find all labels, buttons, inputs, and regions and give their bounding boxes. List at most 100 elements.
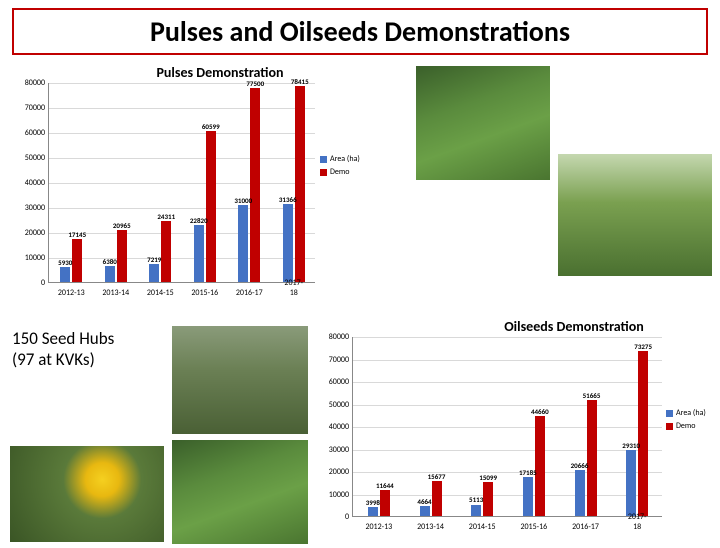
legend-item-demo: Demo bbox=[666, 421, 706, 431]
oilseeds-plot-area: 0100002000030000400005000060000700008000… bbox=[352, 337, 662, 517]
bar-area bbox=[420, 506, 430, 516]
bar-demo bbox=[161, 221, 171, 282]
y-tick-label: 60000 bbox=[315, 377, 349, 387]
x-tick-label: 2015-16 bbox=[520, 522, 547, 532]
oilseeds-chart-body: 0100002000030000400005000060000700008000… bbox=[314, 337, 662, 537]
x-tick-label: 2017-18 bbox=[625, 512, 650, 532]
bar-value-label: 17185 bbox=[519, 468, 537, 477]
y-tick-label: 80000 bbox=[11, 78, 45, 88]
x-tick-label: 2014-15 bbox=[469, 522, 496, 532]
seed-hubs-line2: (97 at KVKs) bbox=[12, 349, 114, 370]
bar-area bbox=[238, 205, 248, 283]
bar-demo bbox=[295, 86, 305, 282]
x-tick-label: 2016-17 bbox=[236, 288, 263, 298]
y-tick-label: 80000 bbox=[315, 332, 349, 342]
legend-item-demo: Demo bbox=[320, 167, 360, 177]
bar-value-label: 31366 bbox=[279, 195, 297, 204]
y-tick-label: 40000 bbox=[315, 422, 349, 432]
bar-demo bbox=[117, 230, 127, 282]
x-tick-label: 2013-14 bbox=[417, 522, 444, 532]
y-tick-label: 30000 bbox=[11, 203, 45, 213]
pulses-plot-area: 0100002000030000400005000060000700008000… bbox=[48, 83, 315, 283]
bar-value-label: 60599 bbox=[202, 122, 220, 131]
y-tick-label: 50000 bbox=[11, 153, 45, 163]
bar-area bbox=[194, 225, 204, 282]
bar-value-label: 15099 bbox=[479, 473, 497, 482]
pulses-chart: Pulses Demonstration 0100002000030000400… bbox=[10, 64, 370, 303]
y-tick-label: 30000 bbox=[315, 445, 349, 455]
bar-value-label: 15677 bbox=[428, 472, 446, 481]
x-tick-label: 2016-17 bbox=[572, 522, 599, 532]
bar-value-label: 77500 bbox=[246, 79, 264, 88]
bar-demo bbox=[587, 400, 597, 516]
x-tick-label: 2012-13 bbox=[58, 288, 85, 298]
photo-2 bbox=[558, 154, 712, 276]
seed-hubs-line1: 150 Seed Hubs bbox=[12, 328, 114, 349]
x-tick-label: 2012-13 bbox=[365, 522, 392, 532]
bar-demo bbox=[638, 351, 648, 516]
bar-value-label: 3998 bbox=[366, 498, 380, 507]
oilseeds-chart-title: Oilseeds Demonstration bbox=[434, 318, 714, 335]
bar-demo bbox=[72, 239, 82, 282]
bar-demo bbox=[380, 490, 390, 516]
bar-area bbox=[368, 507, 378, 516]
bar-value-label: 11644 bbox=[376, 481, 394, 490]
legend-label-demo: Demo bbox=[676, 421, 696, 431]
bar-value-label: 24311 bbox=[157, 212, 175, 221]
bar-value-label: 6380 bbox=[103, 257, 117, 266]
bar-area bbox=[523, 477, 533, 516]
bar-value-label: 5113 bbox=[469, 495, 483, 504]
slide-root: Pulses and Oilseeds Demonstrations Pulse… bbox=[0, 8, 720, 548]
page-title: Pulses and Oilseeds Demonstrations bbox=[22, 14, 698, 49]
bar-demo bbox=[250, 88, 260, 282]
photo-4 bbox=[172, 440, 308, 544]
seed-hubs-text: 150 Seed Hubs (97 at KVKs) bbox=[12, 328, 114, 371]
legend-label-area: Area (ha) bbox=[676, 408, 706, 418]
y-tick-label: 10000 bbox=[11, 253, 45, 263]
legend-item-area: Area (ha) bbox=[320, 154, 360, 164]
bar-value-label: 31000 bbox=[234, 196, 252, 205]
bar-value-label: 20965 bbox=[113, 221, 131, 230]
bar-value-label: 7219 bbox=[147, 255, 161, 264]
pulses-chart-body: 0100002000030000400005000060000700008000… bbox=[10, 83, 315, 303]
bar-demo bbox=[432, 481, 442, 516]
y-tick-label: 20000 bbox=[11, 228, 45, 238]
bar-value-label: 4664 bbox=[417, 497, 431, 506]
x-tick-label: 2017-18 bbox=[283, 278, 304, 298]
bar-demo bbox=[483, 482, 493, 516]
bar-value-label: 51665 bbox=[583, 391, 601, 400]
bar-value-label: 20666 bbox=[571, 461, 589, 470]
y-tick-label: 10000 bbox=[315, 490, 349, 500]
y-tick-label: 0 bbox=[315, 512, 349, 522]
legend-swatch-area bbox=[666, 410, 673, 417]
photo-3 bbox=[172, 326, 308, 434]
legend-swatch-demo bbox=[666, 423, 673, 430]
bar-area bbox=[283, 204, 293, 282]
bar-area bbox=[626, 450, 636, 516]
x-tick-label: 2015-16 bbox=[191, 288, 218, 298]
bar-value-label: 5930 bbox=[58, 258, 72, 267]
bar-area bbox=[471, 505, 481, 517]
oilseeds-chart: Oilseeds Demonstration 01000020000300004… bbox=[314, 318, 714, 537]
y-tick-label: 50000 bbox=[315, 400, 349, 410]
bar-area bbox=[149, 264, 159, 282]
bar-value-label: 78415 bbox=[291, 77, 309, 86]
legend-swatch-demo bbox=[320, 169, 327, 176]
y-tick-label: 20000 bbox=[315, 467, 349, 477]
y-tick-label: 0 bbox=[11, 278, 45, 288]
bar-area bbox=[60, 267, 70, 282]
y-tick-label: 70000 bbox=[11, 103, 45, 113]
bar-value-label: 73275 bbox=[634, 342, 652, 351]
photo-5 bbox=[10, 446, 164, 542]
bar-value-label: 22820 bbox=[190, 216, 208, 225]
x-tick-label: 2013-14 bbox=[102, 288, 129, 298]
photo-1 bbox=[416, 66, 550, 180]
legend-label-demo: Demo bbox=[330, 167, 350, 177]
bar-demo bbox=[206, 131, 216, 282]
y-tick-label: 40000 bbox=[11, 178, 45, 188]
pulses-legend: Area (ha) Demo bbox=[320, 154, 360, 180]
title-box: Pulses and Oilseeds Demonstrations bbox=[12, 8, 708, 55]
legend-swatch-area bbox=[320, 156, 327, 163]
y-tick-label: 60000 bbox=[11, 128, 45, 138]
legend-label-area: Area (ha) bbox=[330, 154, 360, 164]
